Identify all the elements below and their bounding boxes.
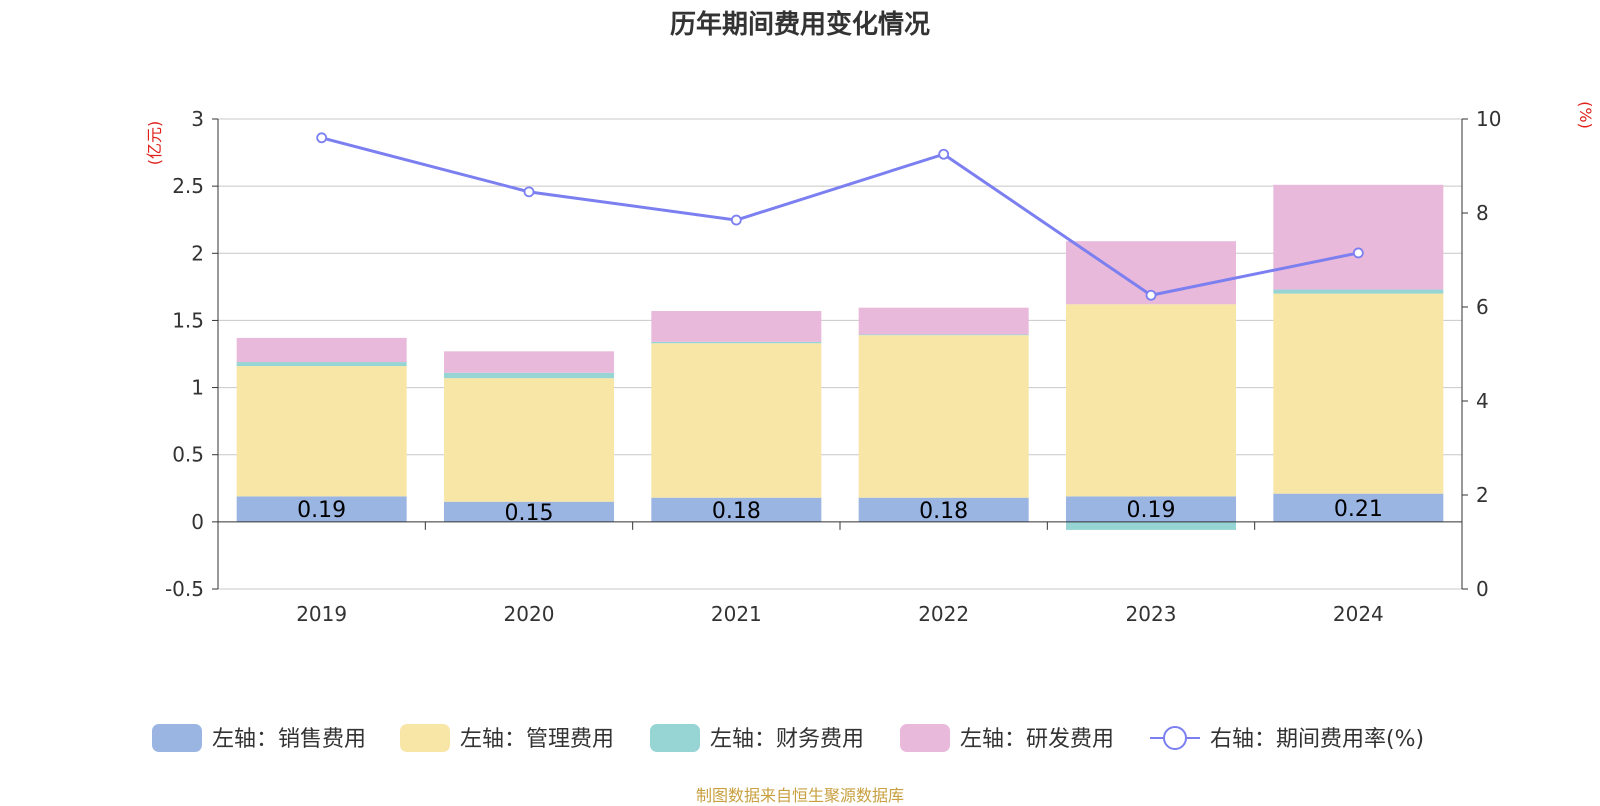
left-axis-tick-label: 0 [191, 510, 204, 534]
bar-segment [444, 501, 614, 522]
left-axis-tick-label: 1 [191, 376, 204, 400]
bar-segment [1273, 289, 1444, 294]
bar-data-label: 0.19 [297, 498, 346, 523]
bar-data-label: 0.18 [712, 499, 761, 524]
left-axis-tick-label: 0.5 [172, 443, 204, 467]
bar-data-label: 0.15 [505, 501, 554, 526]
bar-segment [651, 341, 822, 344]
rate-line-path [321, 136, 1359, 297]
right-axis-tick-label: 10 [1476, 107, 1501, 131]
bar-segment [858, 334, 1029, 336]
chart-title: 历年期间费用变化情况 [669, 10, 930, 40]
bar-segment [236, 496, 407, 522]
axes: -0.5 0 0.5 1 1.5 2 2.5 3 0 2 4 6 8 10 (亿元) (%) 2019 2020 2… [145, 101, 1595, 626]
bar-segment [444, 378, 614, 502]
bar-data-label: 0.18 [919, 499, 968, 524]
x-axis-tick-label: 2022 [918, 602, 969, 626]
x-axis-tick-label: 2021 [711, 602, 762, 626]
rate-line-point [523, 186, 535, 198]
legend-label: 左轴：研发费用 [960, 727, 1114, 752]
left-axis-unit: (亿元) [145, 121, 164, 166]
bar-segment [1273, 184, 1444, 290]
rate-line [316, 132, 1364, 301]
legend-label: 左轴：财务费用 [710, 727, 864, 752]
rate-line-point [1145, 289, 1157, 301]
bar-segment [444, 351, 614, 373]
x-axis-tick-label: 2019 [296, 602, 347, 626]
legend-swatch [400, 724, 450, 752]
bar-data-label: 0.19 [1127, 498, 1176, 523]
x-axis-tick-label: 2023 [1126, 602, 1177, 626]
x-axis-tick-label: 2024 [1333, 602, 1384, 626]
x-axis-tick-label: 2020 [504, 602, 555, 626]
legend-label: 左轴：管理费用 [460, 727, 614, 752]
bar-segment [858, 335, 1029, 498]
source-note: 制图数据来自恒生聚源数据库 [695, 786, 904, 805]
right-axis-tick-label: 0 [1476, 577, 1489, 601]
bar-segment [236, 366, 407, 497]
right-axis-tick-label: 2 [1476, 483, 1489, 507]
legend: 左轴：销售费用 左轴：管理费用 左轴：财务费用 左轴：研发费用 右轴：期间费用率(%) [152, 724, 1424, 752]
bar-segment [1066, 496, 1236, 522]
data-labels: 0.19 0.15 0.18 0.18 0.19 0.21 [297, 497, 1383, 526]
right-axis-tick-label: 6 [1476, 295, 1489, 319]
left-axis-tick-label: 1.5 [172, 308, 204, 332]
bar-segment [858, 497, 1029, 522]
legend-swatch [900, 724, 950, 752]
right-axis-unit: (%) [1576, 101, 1595, 129]
left-axis-tick-label: 2 [191, 241, 204, 265]
rate-line-point [730, 214, 742, 226]
bar-segment [1066, 521, 1236, 530]
bar-segment [236, 362, 407, 367]
legend-swatch [650, 724, 700, 752]
rate-line-point [316, 132, 328, 144]
bars [236, 184, 1444, 530]
bar-segment [651, 343, 822, 498]
bar-segment [651, 311, 822, 342]
legend-swatch-marker [1163, 726, 1187, 750]
bar-segment [444, 372, 614, 379]
left-axis-tick-label: 2.5 [172, 174, 204, 198]
bar-segment [1273, 493, 1444, 522]
bar-segment [651, 497, 822, 522]
bar-segment [858, 307, 1029, 335]
right-axis-tick-label: 4 [1476, 389, 1489, 413]
legend-label: 左轴：销售费用 [212, 727, 366, 752]
legend-swatch [152, 724, 202, 752]
legend-label: 右轴：期间费用率(%) [1210, 727, 1424, 752]
left-axis-tick-label: 3 [191, 107, 204, 131]
right-axis-tick-label: 8 [1476, 201, 1489, 225]
left-axis-tick-label: -0.5 [165, 577, 204, 601]
bar-segment [236, 337, 407, 363]
rate-line-point [938, 148, 950, 160]
rate-line-point [1352, 247, 1364, 259]
bar-data-label: 0.21 [1334, 497, 1383, 522]
bar-segment [1066, 304, 1236, 497]
bar-segment [1273, 293, 1444, 494]
